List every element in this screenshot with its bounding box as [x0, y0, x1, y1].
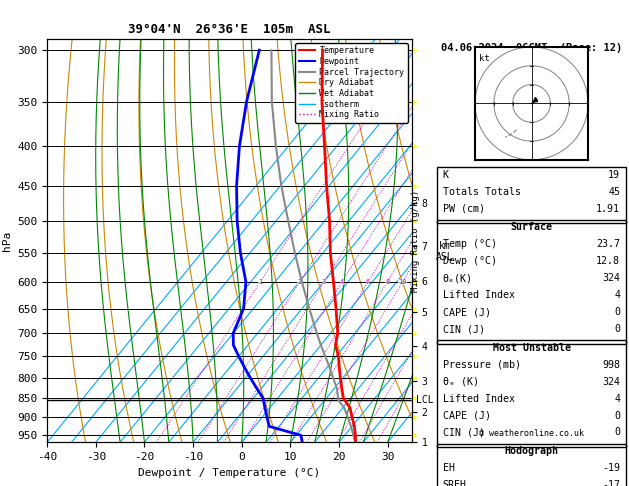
X-axis label: Dewpoint / Temperature (°C): Dewpoint / Temperature (°C) — [138, 468, 321, 478]
Text: LCL: LCL — [416, 395, 433, 405]
Text: SREH: SREH — [443, 480, 467, 486]
Text: CAPE (J): CAPE (J) — [443, 307, 491, 317]
Text: 4: 4 — [614, 290, 620, 300]
Text: 0: 0 — [614, 428, 620, 437]
Text: CAPE (J): CAPE (J) — [443, 411, 491, 420]
Bar — [437, 220, 626, 344]
Text: EH: EH — [443, 463, 455, 473]
Text: 0: 0 — [614, 411, 620, 420]
Text: Pressure (mb): Pressure (mb) — [443, 360, 521, 370]
Text: CIN (J): CIN (J) — [443, 428, 485, 437]
Text: CIN (J): CIN (J) — [443, 324, 485, 334]
Text: -19: -19 — [602, 463, 620, 473]
Text: 0: 0 — [614, 324, 620, 334]
Text: 4: 4 — [340, 279, 344, 285]
Text: 2: 2 — [298, 279, 302, 285]
Text: -17: -17 — [602, 480, 620, 486]
Text: Temp (°C): Temp (°C) — [443, 240, 497, 249]
Text: © weatheronline.co.uk: © weatheronline.co.uk — [479, 429, 584, 438]
Text: 6: 6 — [366, 279, 370, 285]
Text: K: K — [443, 170, 449, 180]
Text: 324: 324 — [602, 377, 620, 387]
Text: Mixing Ratio (g/kg): Mixing Ratio (g/kg) — [411, 190, 420, 292]
Title: 39°04'N  26°36'E  105m  ASL: 39°04'N 26°36'E 105m ASL — [128, 23, 331, 36]
Bar — [437, 444, 626, 486]
Text: 0: 0 — [614, 307, 620, 317]
Text: 1: 1 — [258, 279, 262, 285]
Text: 45: 45 — [608, 187, 620, 197]
Text: 10: 10 — [398, 279, 407, 285]
Text: PW (cm): PW (cm) — [443, 204, 485, 214]
Bar — [437, 340, 626, 447]
Y-axis label: km
ASL: km ASL — [435, 241, 453, 262]
Text: 3: 3 — [322, 279, 326, 285]
Text: Hodograph: Hodograph — [504, 446, 559, 456]
Y-axis label: hPa: hPa — [2, 230, 12, 251]
Text: 324: 324 — [602, 273, 620, 283]
Text: Totals Totals: Totals Totals — [443, 187, 521, 197]
Text: 04.06.2024  06GMT  (Base: 12): 04.06.2024 06GMT (Base: 12) — [441, 43, 622, 53]
Text: 998: 998 — [602, 360, 620, 370]
Text: 23.7: 23.7 — [596, 240, 620, 249]
Text: 8: 8 — [385, 279, 389, 285]
Text: 4: 4 — [614, 394, 620, 403]
Text: 1.91: 1.91 — [596, 204, 620, 214]
Bar — [437, 168, 626, 224]
Text: θₑ (K): θₑ (K) — [443, 377, 479, 387]
Text: kt: kt — [479, 54, 489, 64]
Text: Surface: Surface — [511, 223, 552, 232]
Text: θₑ(K): θₑ(K) — [443, 273, 473, 283]
Text: 19: 19 — [608, 170, 620, 180]
Text: 12.8: 12.8 — [596, 257, 620, 266]
Legend: Temperature, Dewpoint, Parcel Trajectory, Dry Adiabat, Wet Adiabat, Isotherm, Mi: Temperature, Dewpoint, Parcel Trajectory… — [296, 43, 408, 122]
Text: Dewp (°C): Dewp (°C) — [443, 257, 497, 266]
Text: Lifted Index: Lifted Index — [443, 290, 515, 300]
Text: Most Unstable: Most Unstable — [493, 343, 571, 353]
Text: Lifted Index: Lifted Index — [443, 394, 515, 403]
